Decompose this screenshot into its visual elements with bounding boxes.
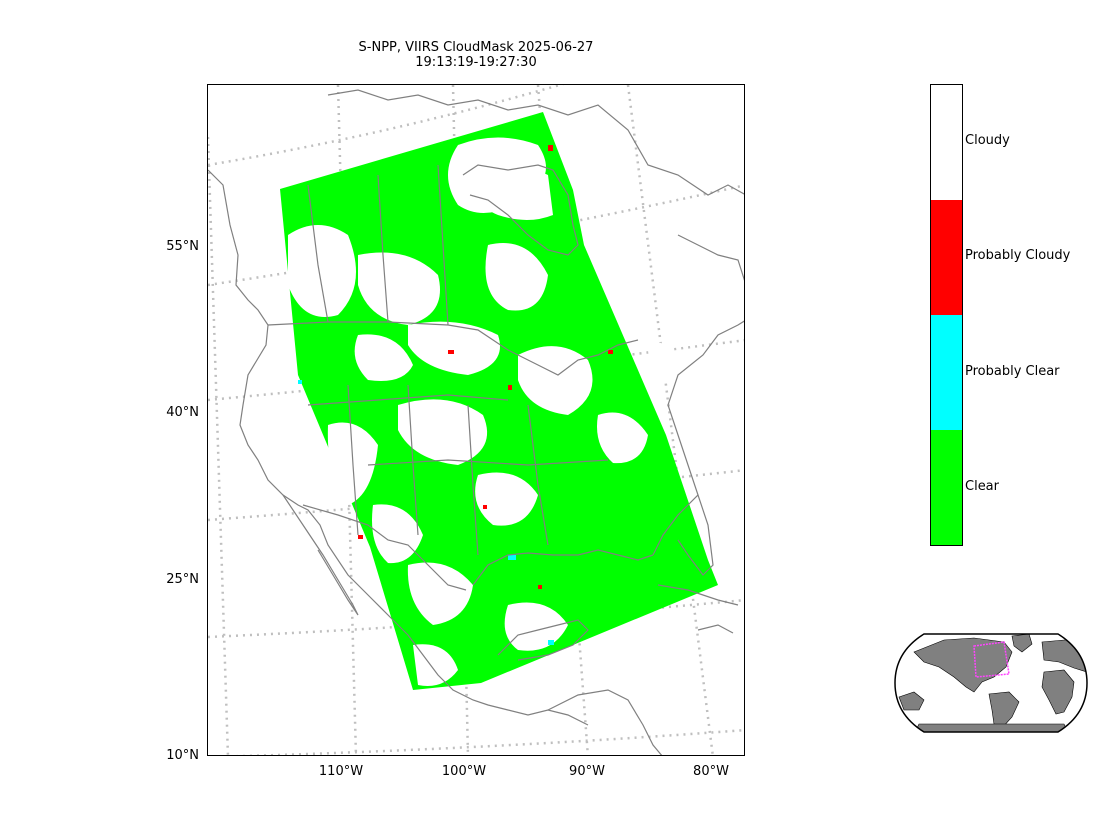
border-canada-us	[267, 321, 639, 376]
legend-label-clear: Clear	[965, 479, 999, 494]
cloud-ontario	[485, 243, 548, 311]
graticule-lon-120	[208, 136, 230, 755]
inset-north-america	[913, 637, 1013, 693]
inset-africa	[1041, 669, 1075, 715]
colorbar-probably-cloudy	[931, 200, 962, 315]
inset-land	[898, 634, 1087, 732]
speckle-cyan	[548, 640, 554, 645]
coast-hudson-bay	[462, 164, 579, 256]
inset-greenland	[1011, 634, 1033, 653]
cloud-hudson	[467, 161, 553, 220]
speckle-cyan	[298, 380, 302, 384]
cloud-east-coast	[648, 342, 678, 385]
cloud-manitoba	[408, 321, 500, 375]
cloud-nebraska	[398, 399, 488, 465]
border-us-mexico	[302, 504, 467, 591]
speckle-red	[358, 535, 363, 539]
coast-hispaniola	[697, 624, 734, 634]
coast-pacific-northwest	[208, 169, 589, 726]
cloud-mexico-north	[407, 562, 473, 625]
graticule-lon-80	[626, 85, 715, 755]
colorbar	[930, 84, 963, 546]
border-state-3	[407, 384, 419, 536]
probably-cloudy-speckles	[358, 145, 613, 589]
coast-baja	[282, 494, 359, 616]
colorbar-probably-clear	[931, 315, 962, 430]
inset-extent-box	[973, 641, 1010, 678]
speckle-red	[508, 385, 512, 390]
map-title-line2: 19:13:19-19:27:30	[415, 55, 537, 70]
border-state-6	[527, 404, 549, 546]
speckle-red	[483, 505, 487, 509]
speckle-red	[538, 585, 542, 589]
inset-svg	[894, 633, 1088, 733]
speckle-red	[608, 350, 613, 354]
inset-australia	[898, 691, 925, 711]
cloud-mexico-south	[413, 644, 458, 686]
cloud-appalachia	[597, 412, 648, 464]
border-province-2	[377, 174, 389, 323]
probably-clear-speckles	[298, 380, 554, 645]
cloud-patches	[288, 137, 678, 686]
map-title-line1: S-NPP, VIIRS CloudMask 2025-06-27	[358, 40, 594, 55]
coast-cuba	[657, 584, 739, 606]
legend-label-probably-cloudy: Probably Cloudy	[965, 248, 1071, 263]
speckle-cyan	[508, 555, 516, 560]
colorbar-clear	[931, 430, 962, 545]
cloud-dakotas	[354, 334, 413, 381]
inset-world-map	[894, 632, 1088, 734]
lat-label-25: 25°N	[166, 572, 199, 587]
legend-label-probably-clear: Probably Clear	[965, 364, 1060, 379]
main-map	[207, 84, 745, 756]
speckle-red	[548, 145, 553, 151]
inset-south-america	[988, 691, 1020, 729]
border-state-1	[307, 394, 509, 406]
speckle-red	[448, 350, 454, 354]
lon-label-110: 110°W	[318, 764, 364, 779]
lat-label-40: 40°N	[166, 405, 199, 420]
cloud-canada-west	[288, 225, 356, 317]
border-state-5	[467, 404, 479, 556]
colorbar-cloudy	[931, 85, 962, 200]
map-svg	[208, 85, 744, 755]
border-state-4	[367, 459, 609, 466]
lon-label-100: 100°W	[441, 764, 487, 779]
coast-florida	[652, 493, 714, 576]
border-province-1	[307, 184, 329, 323]
lat-label-10: 10°N	[166, 748, 199, 763]
lon-label-80: 80°W	[693, 764, 729, 779]
border-province-3	[437, 164, 449, 326]
lon-label-90: 90°W	[569, 764, 605, 779]
cloud-mississippi	[475, 472, 538, 526]
graticule-lat-10	[235, 728, 744, 755]
lat-label-55: 55°N	[166, 239, 199, 254]
coast-yucatan	[497, 619, 589, 661]
coast-gulf	[472, 549, 654, 586]
coast-arctic	[327, 89, 744, 196]
coastlines	[208, 89, 744, 755]
map-title: S-NPP, VIIRS CloudMask 2025-06-27 19:13:…	[206, 40, 746, 70]
coast-central-america	[547, 689, 663, 755]
coast-labrador	[677, 234, 744, 281]
legend-label-cloudy: Cloudy	[965, 133, 1010, 148]
cloud-gulf	[504, 602, 568, 651]
inset-globe-outline	[894, 633, 1088, 733]
border-state-2	[347, 384, 359, 536]
cloud-prairie	[358, 252, 440, 325]
cloud-southwest	[372, 504, 423, 564]
coast-atlantic	[667, 320, 744, 496]
